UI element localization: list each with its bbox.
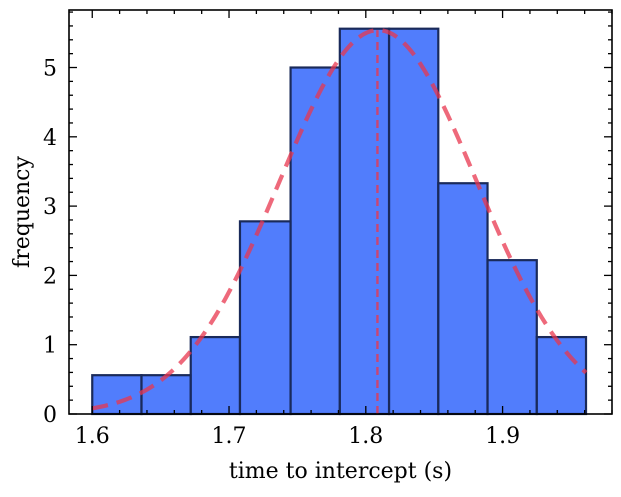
y-tick-label: 4 bbox=[43, 126, 57, 151]
histogram-bar-3 bbox=[189, 335, 242, 416]
y-axis-ticks: 0 1 2 3 4 5 bbox=[43, 11, 612, 428]
y-tick-label: 2 bbox=[43, 264, 57, 289]
histogram-bar-8 bbox=[437, 182, 489, 416]
histogram-bar-7 bbox=[387, 27, 440, 416]
histogram-bar-6 bbox=[338, 27, 391, 416]
histogram-bar-5 bbox=[289, 66, 341, 416]
y-tick-label: 3 bbox=[43, 195, 57, 220]
histogram-bar-2 bbox=[140, 374, 192, 416]
histogram-bar-9 bbox=[486, 259, 538, 416]
plot-border bbox=[68, 9, 613, 415]
x-tick-label: 1.8 bbox=[348, 424, 383, 449]
x-tick-label: 1.7 bbox=[212, 424, 247, 449]
y-tick-label: 5 bbox=[43, 57, 57, 82]
normal-fit-curve bbox=[91, 27, 588, 411]
fit-curve-group bbox=[91, 27, 588, 414]
histogram-bar-10 bbox=[535, 335, 588, 416]
x-tick-label: 1.6 bbox=[75, 424, 110, 449]
x-axis-label: time to intercept (s) bbox=[229, 459, 452, 484]
y-axis-label: frequency bbox=[10, 155, 35, 267]
y-tick-label: 1 bbox=[43, 334, 57, 359]
plot-frame bbox=[68, 9, 613, 415]
x-axis-ticks: 1.6 1.7 1.8 1.9 bbox=[75, 10, 613, 449]
y-tick-label: 0 bbox=[43, 403, 57, 428]
histogram-bars bbox=[91, 27, 588, 416]
x-tick-label: 1.9 bbox=[485, 424, 520, 449]
